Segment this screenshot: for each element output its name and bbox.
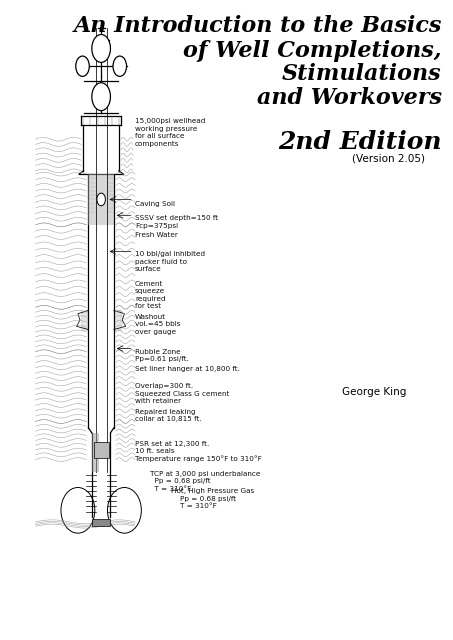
Text: Overlap=300 ft.
Squeezed Class G cement
with retainer: Overlap=300 ft. Squeezed Class G cement …	[135, 383, 229, 404]
Text: Cement
squeeze
required
for test: Cement squeeze required for test	[135, 281, 166, 309]
Text: (Version 2.05): (Version 2.05)	[352, 153, 425, 163]
Circle shape	[92, 83, 111, 111]
Ellipse shape	[107, 488, 141, 533]
Text: PSR set at 12,300 ft.
10 ft. seals
Temperature range 150°F to 310°F: PSR set at 12,300 ft. 10 ft. seals Tempe…	[135, 440, 262, 463]
Text: An Introduction to the Basics: An Introduction to the Basics	[73, 15, 442, 38]
Text: SSSV set depth=150 ft
Fcp=375psi: SSSV set depth=150 ft Fcp=375psi	[135, 215, 218, 229]
Circle shape	[97, 193, 106, 206]
Text: Rubble Zone
Pp=0.61 psi/ft.: Rubble Zone Pp=0.61 psi/ft.	[135, 349, 189, 362]
Bar	[88, 174, 114, 225]
Text: Set liner hanger at 10,800 ft.: Set liner hanger at 10,800 ft.	[135, 366, 240, 372]
Text: 15,000psi wellhead
working pressure
for all surface
components: 15,000psi wellhead working pressure for …	[135, 118, 205, 147]
Bar	[92, 433, 100, 472]
Circle shape	[92, 35, 111, 63]
Circle shape	[76, 56, 89, 76]
Text: 2nd Edition: 2nd Edition	[278, 130, 442, 154]
Text: TCP at 3,000 psi underbalance
  Pp = 0.68 psi/ft
  T = 310°F: TCP at 3,000 psi underbalance Pp = 0.68 …	[150, 471, 260, 492]
Ellipse shape	[61, 488, 95, 533]
Circle shape	[113, 56, 126, 76]
Text: 10 bbl/gal inhibited
packer fluid to
surface: 10 bbl/gal inhibited packer fluid to sur…	[135, 252, 205, 273]
Text: of Well Completions,: of Well Completions,	[183, 40, 442, 61]
Text: Stimulations: Stimulations	[282, 63, 442, 85]
Bar	[92, 519, 111, 525]
Text: Caving Soil: Caving Soil	[135, 202, 175, 207]
Text: George King: George King	[342, 387, 406, 397]
Text: Repaired leaking
collar at 10,815 ft.: Repaired leaking collar at 10,815 ft.	[135, 409, 202, 422]
Text: and Workovers: and Workovers	[257, 86, 442, 109]
Text: Washout
vol.=45 bbls
over gauge: Washout vol.=45 bbls over gauge	[135, 314, 180, 335]
Bar	[93, 442, 109, 458]
Text: Hot, High Pressure Gas
    Pp = 0.68 psi/ft
    T = 310°F: Hot, High Pressure Gas Pp = 0.68 psi/ft …	[171, 488, 254, 509]
Text: Fresh Water: Fresh Water	[135, 232, 178, 239]
